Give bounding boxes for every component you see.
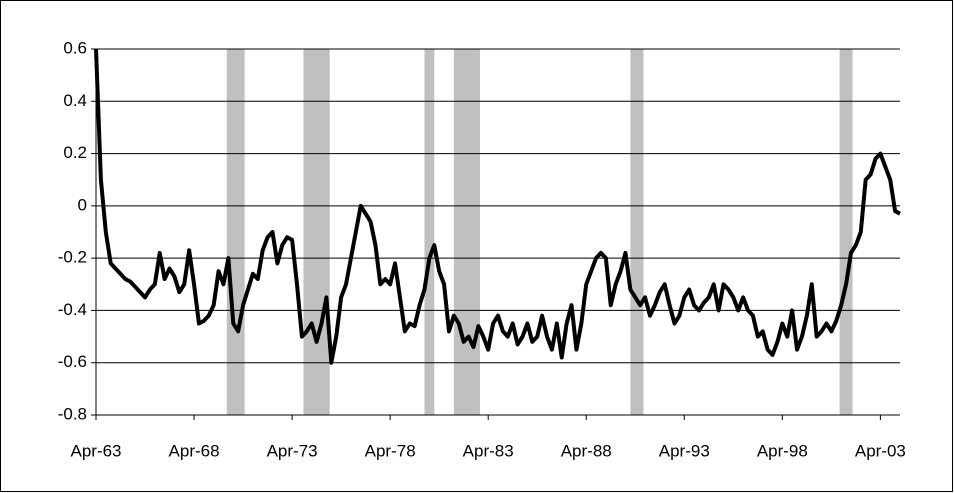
y-tick-label: 0 — [78, 195, 87, 214]
y-tick-label: -0.4 — [58, 300, 87, 319]
shaded-range — [839, 49, 853, 415]
y-tick-label: 0.2 — [63, 143, 87, 162]
x-tick-label: Apr-98 — [757, 441, 808, 460]
shaded-range — [424, 49, 435, 415]
x-tick-label: Apr-03 — [855, 441, 906, 460]
shaded-range — [226, 49, 245, 415]
data-line — [94, 48, 901, 365]
y-tick-label: 0.6 — [63, 38, 87, 57]
x-tick-label: Apr-78 — [365, 441, 416, 460]
y-tick-label: -0.8 — [58, 404, 87, 423]
x-tick-label: Apr-83 — [463, 441, 514, 460]
y-tick-label: -0.2 — [58, 248, 87, 267]
x-tick-label: Apr-63 — [70, 441, 121, 460]
x-tick-label: Apr-88 — [561, 441, 612, 460]
y-tick-label: 0.4 — [63, 91, 87, 110]
shaded-range — [303, 49, 330, 415]
shaded-range — [453, 49, 480, 415]
x-tick-label: Apr-68 — [169, 441, 220, 460]
x-tick-label: Apr-73 — [267, 441, 318, 460]
shaded-range — [630, 49, 644, 415]
x-tick-label: Apr-93 — [659, 441, 710, 460]
y-tick-label: -0.6 — [58, 352, 87, 371]
